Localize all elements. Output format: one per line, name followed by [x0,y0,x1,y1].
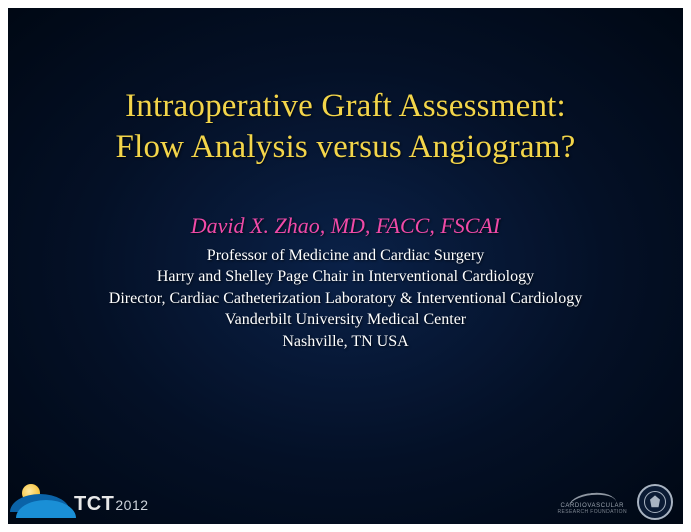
org-line-2: RESEARCH FOUNDATION [558,509,627,515]
affil-line: Director, Cardiac Catheterization Labora… [109,288,582,310]
title-line-2: Flow Analysis versus Angiogram? [116,127,576,168]
affil-line: Nashville, TN USA [109,331,582,353]
footer-left-logo: TCT2012 [14,482,149,520]
slide-content: Intraoperative Graft Assessment: Flow An… [8,8,683,524]
slide-title: Intraoperative Graft Assessment: Flow An… [116,86,576,169]
wave-sun-icon [14,482,72,520]
slide-footer: TCT2012 CARDIOVASCULAR RESEARCH FOUNDATI… [8,466,683,524]
footer-right-logo: CARDIOVASCULAR RESEARCH FOUNDATION [558,484,673,520]
conference-name: TCT [74,493,114,516]
slide-frame: Intraoperative Graft Assessment: Flow An… [0,0,691,532]
affil-line: Vanderbilt University Medical Center [109,309,582,331]
affil-line: Professor of Medicine and Cardiac Surger… [109,245,582,267]
conference-year: 2012 [115,497,148,513]
conference-label: TCT2012 [74,493,149,516]
swoosh-icon [568,489,616,505]
crf-seal-icon [637,484,673,520]
affil-line: Harry and Shelley Page Chair in Interven… [109,266,582,288]
author-name: David X. Zhao, MD, FACC, FSCAI [191,213,500,239]
author-affiliation: Professor of Medicine and Cardiac Surger… [109,245,582,353]
title-line-1: Intraoperative Graft Assessment: [116,86,576,127]
crf-text-logo: CARDIOVASCULAR RESEARCH FOUNDATION [558,489,627,515]
slide-background: Intraoperative Graft Assessment: Flow An… [8,8,683,524]
